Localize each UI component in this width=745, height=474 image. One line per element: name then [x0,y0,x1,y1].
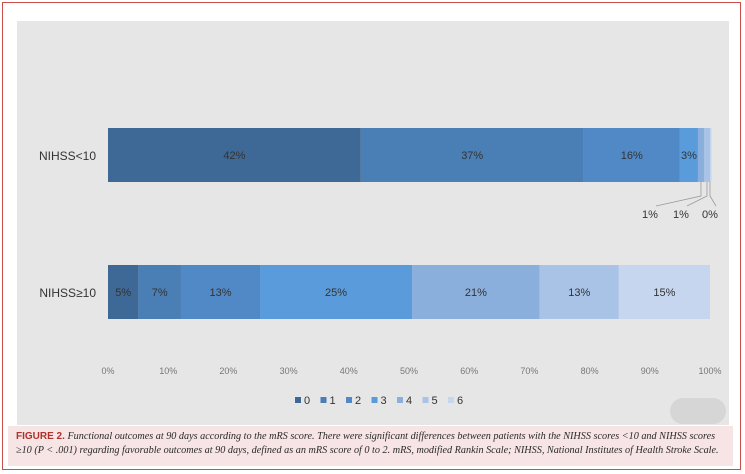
bar-segment [539,265,619,319]
figure-caption: FIGURE 2. Functional outcomes at 90 days… [8,426,733,466]
data-label: 1% [673,209,689,221]
legend-swatch [397,397,403,403]
figure-frame: NIHSS<10 42% 37% 16% 3% 1% 1% 0% NIHSS≥10 5% 7% 13%… [2,2,741,470]
category-label: NIHSS<10 [39,149,96,163]
legend-swatch [295,397,301,403]
caption-text: Functional outcomes at 90 days according… [16,431,719,456]
x-tick-label: 40% [340,366,358,376]
category-label: NIHSS≥10 [39,286,96,300]
legend-swatch [346,397,352,403]
data-label: 13% [209,287,231,299]
data-label: 0% [702,209,718,221]
bar-segment [138,265,181,319]
x-tick-label: 100% [698,366,721,376]
data-label: 3% [681,150,697,162]
bar-segment [583,128,680,182]
bar-segment [679,128,698,182]
legend-label: 1 [330,395,336,407]
legend-swatch [448,397,454,403]
data-label: 42% [223,150,245,162]
x-tick-label: 10% [159,366,177,376]
legend-label: 6 [457,395,463,407]
bar-segment [180,265,261,319]
legend-swatch [422,397,429,403]
data-label: 25% [325,287,347,299]
data-label: 15% [653,287,675,299]
bar-segment [703,128,710,182]
x-tick-label: 50% [400,366,418,376]
bar-segment [710,128,712,182]
callout-line [655,182,702,207]
legend-swatch [320,397,327,403]
x-tick-label: 80% [581,366,599,376]
x-tick-label: 20% [219,366,237,376]
x-tick-label: 60% [460,366,478,376]
data-label: 16% [621,150,643,162]
legend-label: 5 [432,395,438,407]
stacked-bar-chart: NIHSS<10 42% 37% 16% 3% 1% 1% 0% NIHSS≥10 5% 7% 13%… [39,128,722,407]
bar-segment [260,265,413,319]
legend-label: 3 [381,395,387,407]
data-label: 1% [642,209,658,221]
x-tick-label: 30% [280,366,298,376]
bar-segment [697,128,704,182]
x-tick-label: 0% [101,366,114,376]
bar-segment [108,128,361,182]
data-label: 13% [568,287,590,299]
legend-label: 0 [304,395,310,407]
callout-line [709,182,717,207]
data-label: 7% [152,287,168,299]
data-label: 5% [115,287,131,299]
legend-label: 2 [355,395,361,407]
bar-segment [360,128,584,182]
watermark-logo [670,398,726,424]
bar-segment [618,265,710,319]
callout-line [686,182,708,207]
chart-area: NIHSS<10 42% 37% 16% 3% 1% 1% 0% NIHSS≥10 5% 7% 13%… [17,21,729,425]
legend-swatch [371,397,378,403]
x-tick-label: 70% [520,366,538,376]
x-tick-label: 90% [641,366,659,376]
legend-label: 4 [406,395,412,407]
data-label: 21% [465,287,487,299]
caption-label: FIGURE 2. [16,431,65,442]
bar-segment [108,265,139,319]
data-label: 37% [461,150,483,162]
bar-segment [412,265,540,319]
